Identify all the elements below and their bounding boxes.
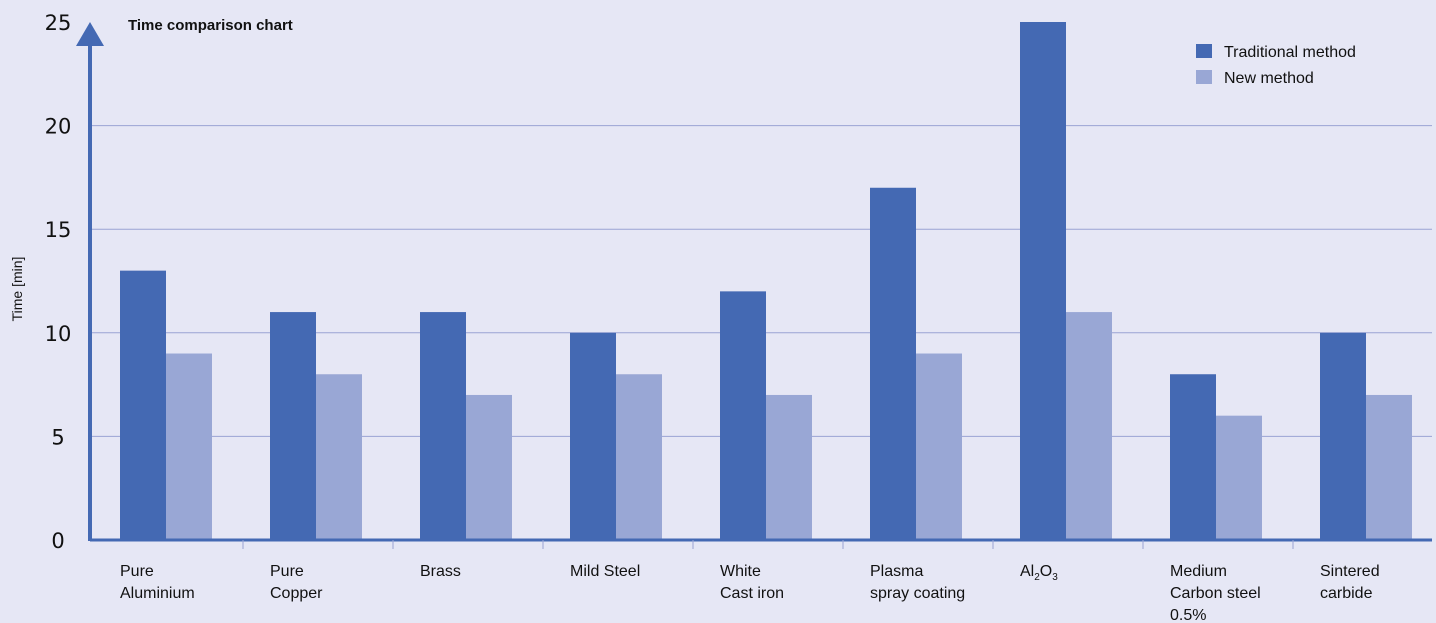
bar-traditional-2	[420, 312, 466, 540]
x-category-label: White	[720, 563, 761, 580]
bar-traditional-4	[720, 291, 766, 540]
x-category-label: Plasma	[870, 563, 923, 580]
y-tick-label: 20	[45, 115, 72, 139]
bar-new-7	[1216, 415, 1262, 540]
x-category-label: Copper	[270, 585, 323, 602]
bar-new-5	[916, 353, 962, 540]
bar-traditional-3	[570, 332, 616, 540]
x-category-label: Pure	[120, 563, 154, 580]
bar-traditional-0	[120, 270, 166, 540]
bar-new-6	[1066, 312, 1112, 540]
y-axis-label: Time [min]	[9, 257, 25, 322]
legend: Traditional method New method	[1196, 44, 1356, 87]
axes	[76, 22, 1432, 549]
y-tick-label: 0	[51, 529, 64, 553]
x-category-label: carbide	[1320, 585, 1373, 602]
x-category-label: Cast iron	[720, 585, 784, 602]
bar-traditional-6	[1020, 22, 1066, 540]
legend-label: Traditional method	[1224, 44, 1356, 61]
y-axis-arrow	[76, 22, 104, 46]
x-category-label: 0.5%	[1170, 607, 1206, 623]
y-tick-labels: 0 5 10 15 20 25	[45, 11, 72, 553]
x-category-label: Sintered	[1320, 563, 1380, 580]
y-tick-label: 25	[45, 11, 72, 35]
y-tick-label: 15	[45, 218, 72, 242]
x-category-label: Al2O3	[1020, 563, 1058, 583]
x-category-label: Brass	[420, 563, 461, 580]
bar-traditional-5	[870, 187, 916, 540]
x-category-label: Pure	[270, 563, 304, 580]
x-category-label: Mild Steel	[570, 563, 640, 580]
bar-new-4	[766, 394, 812, 540]
bar-new-0	[166, 353, 212, 540]
bar-traditional-7	[1170, 374, 1216, 540]
x-category-label: Medium	[1170, 563, 1227, 580]
bar-new-2	[466, 394, 512, 540]
bar-new-8	[1366, 394, 1412, 540]
x-category-label: spray coating	[870, 585, 965, 602]
bar-traditional-1	[270, 312, 316, 540]
bar-traditional-8	[1320, 332, 1366, 540]
legend-swatch	[1196, 70, 1212, 84]
bar-new-1	[316, 374, 362, 540]
y-tick-label: 10	[45, 322, 72, 346]
bar-new-3	[616, 374, 662, 540]
y-tick-label: 5	[51, 425, 64, 449]
x-category-label: Aluminium	[120, 585, 195, 602]
chart-title: Time comparison chart	[128, 17, 293, 34]
bars	[120, 22, 1412, 540]
x-category-label: Carbon steel	[1170, 585, 1261, 602]
x-category-labels: Pure Aluminium Pure Copper Brass Mild Steel Wh…	[120, 563, 1380, 623]
legend-swatch	[1196, 44, 1212, 58]
legend-label: New method	[1224, 70, 1314, 87]
